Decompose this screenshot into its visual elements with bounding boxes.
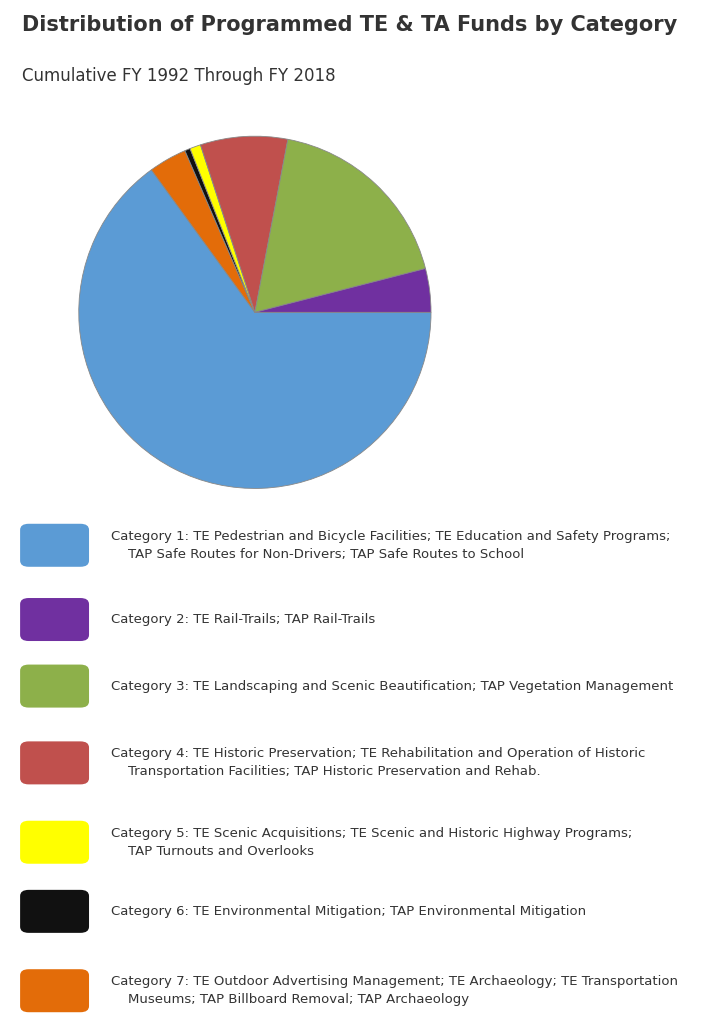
Wedge shape: [79, 170, 431, 488]
Text: Category 6: TE Environmental Mitigation; TAP Environmental Mitigation: Category 6: TE Environmental Mitigation;…: [111, 905, 587, 918]
Text: Category 1: TE Pedestrian and Bicycle Facilities; TE Education and Safety Progra: Category 1: TE Pedestrian and Bicycle Fa…: [111, 529, 671, 561]
Text: Category 2: TE Rail-Trails; TAP Rail-Trails: Category 2: TE Rail-Trails; TAP Rail-Tra…: [111, 613, 376, 626]
FancyBboxPatch shape: [20, 969, 89, 1012]
Wedge shape: [151, 151, 255, 312]
Text: Category 3: TE Landscaping and Scenic Beautification; TAP Vegetation Management: Category 3: TE Landscaping and Scenic Be…: [111, 680, 673, 692]
Text: Category 5: TE Scenic Acquisitions; TE Scenic and Historic Highway Programs;
   : Category 5: TE Scenic Acquisitions; TE S…: [111, 826, 633, 858]
Wedge shape: [190, 144, 255, 312]
FancyBboxPatch shape: [20, 821, 89, 864]
Wedge shape: [200, 136, 288, 312]
Text: Category 7: TE Outdoor Advertising Management; TE Archaeology; TE Transportation: Category 7: TE Outdoor Advertising Manag…: [111, 975, 679, 1007]
FancyBboxPatch shape: [20, 524, 89, 567]
Text: Distribution of Programmed TE & TA Funds by Category: Distribution of Programmed TE & TA Funds…: [22, 15, 677, 36]
Wedge shape: [185, 148, 255, 312]
FancyBboxPatch shape: [20, 665, 89, 708]
Text: Cumulative FY 1992 Through FY 2018: Cumulative FY 1992 Through FY 2018: [22, 67, 335, 85]
FancyBboxPatch shape: [20, 741, 89, 784]
FancyBboxPatch shape: [20, 598, 89, 641]
Wedge shape: [255, 139, 426, 312]
FancyBboxPatch shape: [20, 890, 89, 933]
Wedge shape: [255, 268, 431, 312]
Text: Category 4: TE Historic Preservation; TE Rehabilitation and Operation of Histori: Category 4: TE Historic Preservation; TE…: [111, 748, 645, 778]
